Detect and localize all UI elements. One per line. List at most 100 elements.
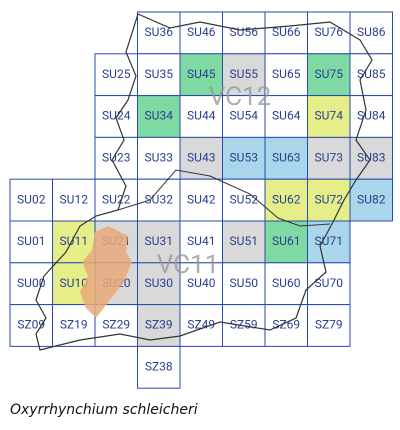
cell-label: SU30 [145,276,174,290]
grid-cell [179,53,223,97]
cell-label: SZ39 [145,318,173,332]
grid-cell [349,95,393,138]
cell-label: SU52 [230,192,259,206]
grid-cell [264,220,308,264]
grid-cell [307,95,351,138]
cell-label: SZ49 [187,318,215,332]
cell-label: SZ38 [145,359,173,373]
cell-label: SU70 [315,276,344,290]
grid-cell [179,178,223,222]
cell-label: SU34 [145,109,174,123]
cell-label: SU45 [187,67,216,81]
cell-label: SU83 [357,150,385,164]
vc-boundary [117,169,331,227]
grid-cell [264,53,308,97]
map: SU36 SU46 SU56 SU66 SU76 SU86 SU25 SU35 SU45 SU55… [9,11,393,389]
cell-label: SU55 [230,67,259,81]
cell-label: SZ79 [315,318,343,332]
cell-label: SU51 [230,234,258,248]
cell-label: SU31 [145,234,173,248]
cell-label: SU50 [230,276,259,290]
grid-cell [349,178,393,222]
cell-label: SZ09 [17,318,45,332]
cell-label: SU53 [230,150,258,164]
cell-label: SU64 [272,109,301,123]
grid-cell [94,95,138,138]
grid-cell [137,345,181,389]
cell-label: SU43 [187,150,215,164]
cell-label: SU63 [272,150,300,164]
cell-label: SU35 [145,67,174,81]
grid-cell [94,136,138,180]
cell-label: SU44 [187,109,216,123]
cell-label: SU75 [315,67,344,81]
cell-label: SU85 [357,67,386,81]
grid-cell [222,262,266,306]
cell-label: SU24 [102,109,131,123]
grid-cell [9,262,53,306]
cell-label: SU62 [272,192,301,206]
cell-label: SU46 [187,25,216,39]
cell-label: SU56 [230,25,259,39]
cell-label: SZ19 [60,318,88,332]
cell-label: SU12 [60,192,89,206]
grid-cell [179,220,223,264]
region-label: VC11 [157,250,220,280]
grid-cell [307,262,351,306]
grid-cell [52,304,96,347]
grid-cell [307,304,351,347]
grid-cell [179,304,223,347]
grid-cell [307,178,351,222]
grid-cell [52,178,96,222]
grid-cell [307,220,351,264]
cell-label: SZ69 [272,318,300,332]
cell-label: SU74 [315,109,344,123]
cell-label: SU02 [17,192,46,206]
cell-label: SU22 [102,192,131,206]
cell-label: SU71 [315,234,343,248]
cell-label: SU25 [102,67,131,81]
cell-label: SU36 [145,25,174,39]
cell-label: SU40 [187,276,216,290]
cell-label: SU23 [102,150,130,164]
caption: Oxyrrhynchium schleicheri [10,402,198,418]
cell-label: SU72 [315,192,344,206]
grid-cell [222,136,266,180]
grid-cell [307,136,351,180]
cell-label: SU41 [187,234,215,248]
grid-cell [94,53,138,97]
cell-label: SU10 [60,276,89,290]
county-outline [35,13,373,351]
grid-cell [264,262,308,306]
cell-label: SU84 [357,109,386,123]
cell-label: SU33 [145,150,173,164]
cell-label: SU00 [17,276,46,290]
cell-label: SZ59 [230,318,258,332]
region-label: VC12 [209,82,272,112]
grid-cell [137,178,181,222]
cell-label: SU01 [17,234,45,248]
cell-label: SU32 [145,192,174,206]
grid-cell [137,11,181,55]
cell-label: SU66 [272,25,301,39]
cell-label: SU86 [357,25,386,39]
cell-label: SU73 [315,150,343,164]
grid-cell [349,11,393,55]
cell-label: SU54 [230,109,259,123]
grid-cell [349,136,393,180]
cell-label: SU11 [60,234,88,248]
grid-cell [264,304,308,347]
cell-label: SU42 [187,192,216,206]
orange-blob [80,226,132,318]
grid-cell [264,136,308,180]
cell-label: SU65 [272,67,301,81]
cell-label: SZ29 [102,318,130,332]
cell-label: SU82 [357,192,386,206]
grid-cell [222,178,266,222]
cell-label: SU61 [272,234,300,248]
grid-cell [94,304,138,347]
grid-cell [179,262,223,306]
cell-label: SU76 [315,25,344,39]
cell-label: SU60 [272,276,301,290]
